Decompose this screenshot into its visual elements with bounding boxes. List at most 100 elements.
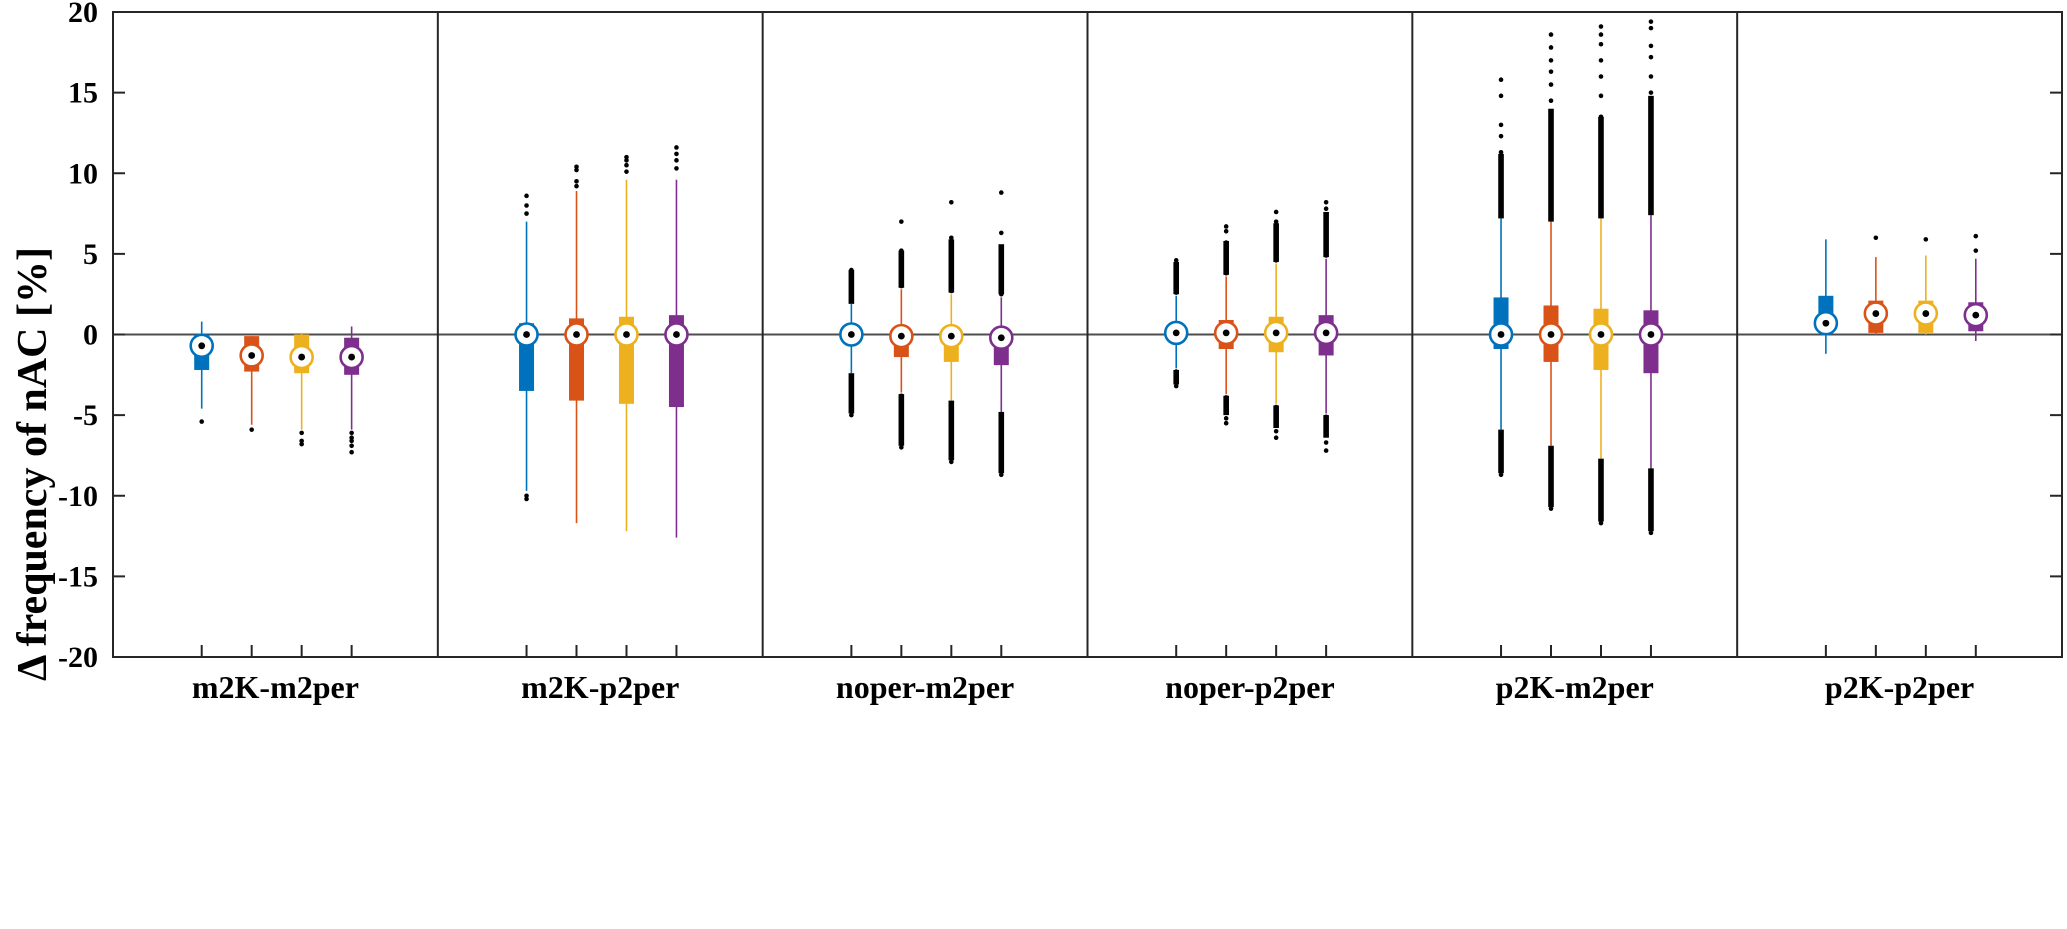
- outlier-point: [1223, 248, 1229, 253]
- outlier-point: [1273, 219, 1279, 224]
- outlier-point: [574, 179, 579, 184]
- outlier-point: [1498, 195, 1504, 200]
- outlier-run: [1598, 458, 1604, 522]
- outlier-point: [1223, 420, 1229, 426]
- outlier-point: [849, 298, 854, 303]
- median-dot: [298, 353, 306, 361]
- outlier-point: [1323, 216, 1329, 221]
- median-dot: [1322, 329, 1330, 337]
- outlier-point: [524, 496, 529, 502]
- outlier-point: [1648, 25, 1654, 31]
- outlier-point: [1323, 253, 1329, 258]
- outlier-point: [998, 264, 1004, 270]
- outlier-point: [1173, 277, 1179, 282]
- outlier-point: [1648, 54, 1654, 60]
- outlier-point: [1223, 409, 1229, 415]
- outlier-point: [674, 151, 679, 157]
- outlier-run: [948, 239, 955, 293]
- outlier-point: [1173, 290, 1179, 295]
- outlier-point: [1273, 249, 1279, 255]
- group-label-p2K-p2per: p2K-p2per: [1825, 669, 1974, 705]
- outlier-point: [1548, 211, 1554, 216]
- outlier-point: [949, 251, 954, 257]
- box-m2K-p2per-4: [664, 145, 689, 538]
- outlier-point: [299, 430, 304, 436]
- outlier-point: [249, 427, 254, 432]
- outlier-point: [899, 445, 904, 450]
- y-tick-label: -15: [58, 560, 98, 593]
- outlier-point: [1648, 517, 1654, 523]
- y-tick-label: 0: [83, 319, 98, 352]
- outlier-point: [1648, 179, 1654, 184]
- outlier-point: [1598, 74, 1604, 79]
- outlier-point: [1548, 58, 1554, 63]
- median-dot: [1822, 319, 1830, 327]
- outlier-run: [1498, 153, 1504, 219]
- outlier-point: [1223, 254, 1229, 260]
- boxes-layer: [189, 19, 1989, 538]
- outlier-point: [1598, 32, 1604, 37]
- outlier-point: [998, 230, 1004, 236]
- outlier-point: [1223, 262, 1229, 268]
- outlier-point: [1498, 162, 1504, 168]
- outlier-point: [1173, 369, 1179, 374]
- outlier-point: [998, 254, 1004, 260]
- outlier-point: [1598, 114, 1604, 120]
- outlier-point: [349, 435, 354, 441]
- outlier-point: [574, 183, 579, 189]
- outlier-point: [849, 272, 854, 278]
- box-m2K-p2per-1: [514, 193, 539, 502]
- outlier-point: [949, 240, 954, 245]
- outlier-point: [1223, 229, 1229, 234]
- median-dot: [1172, 329, 1180, 337]
- outlier-point: [1548, 477, 1554, 482]
- outlier-point: [674, 166, 679, 171]
- outlier-point: [1548, 138, 1554, 144]
- median-dot: [847, 331, 855, 338]
- outlier-point: [1498, 467, 1504, 473]
- outlier-point: [849, 380, 854, 386]
- outlier-point: [849, 285, 854, 291]
- outlier-point: [949, 288, 954, 294]
- outlier-point: [1498, 122, 1504, 128]
- outlier-point: [1323, 424, 1329, 429]
- box-p2K-m2per-1: [1488, 77, 1514, 478]
- median-dot: [1872, 310, 1880, 317]
- outlier-point: [1548, 461, 1554, 466]
- outlier-point: [1273, 422, 1279, 428]
- outlier-point: [1273, 258, 1279, 263]
- outlier-point: [1323, 225, 1329, 231]
- outlier-point: [849, 387, 854, 392]
- outlier-point: [1323, 206, 1329, 212]
- box-group-m2K-p2per: [514, 145, 689, 538]
- outlier-run: [848, 373, 855, 414]
- outlier-point: [1648, 154, 1654, 160]
- box-group-m2K-m2per: [189, 321, 364, 455]
- outlier-point: [1323, 235, 1329, 241]
- box-m2K-m2per-1: [189, 321, 215, 424]
- box-p2K-m2per-2: [1538, 32, 1564, 511]
- outlier-point: [1173, 270, 1179, 276]
- outlier-point: [1173, 383, 1179, 389]
- box-noper-m2per-3: [939, 199, 964, 465]
- outlier-point: [849, 278, 854, 284]
- outlier-point: [849, 412, 854, 418]
- median-dot: [997, 334, 1005, 342]
- outlier-point: [849, 267, 854, 273]
- outlier-point: [1598, 461, 1604, 466]
- outlier-point: [1598, 187, 1604, 192]
- outlier-point: [349, 438, 354, 444]
- outlier-point: [1173, 283, 1179, 289]
- outlier-point: [1223, 240, 1229, 245]
- outlier-point: [1548, 114, 1554, 120]
- outlier-point: [1973, 233, 1979, 239]
- outlier-point: [1548, 32, 1554, 37]
- box-group-p2K-p2per: [1813, 233, 1989, 354]
- y-tick-label: -20: [58, 641, 98, 674]
- box-group-p2K-m2per: [1488, 19, 1664, 536]
- median-dot: [1547, 331, 1555, 338]
- y-tick-label: 5: [83, 238, 98, 271]
- tick-labels-layer: m2K-m2per m2K-p2per noper-m2per noper-p2per…: [58, 0, 1974, 705]
- box-m2K-m2per-4: [339, 326, 364, 455]
- outlier-point: [1648, 19, 1654, 24]
